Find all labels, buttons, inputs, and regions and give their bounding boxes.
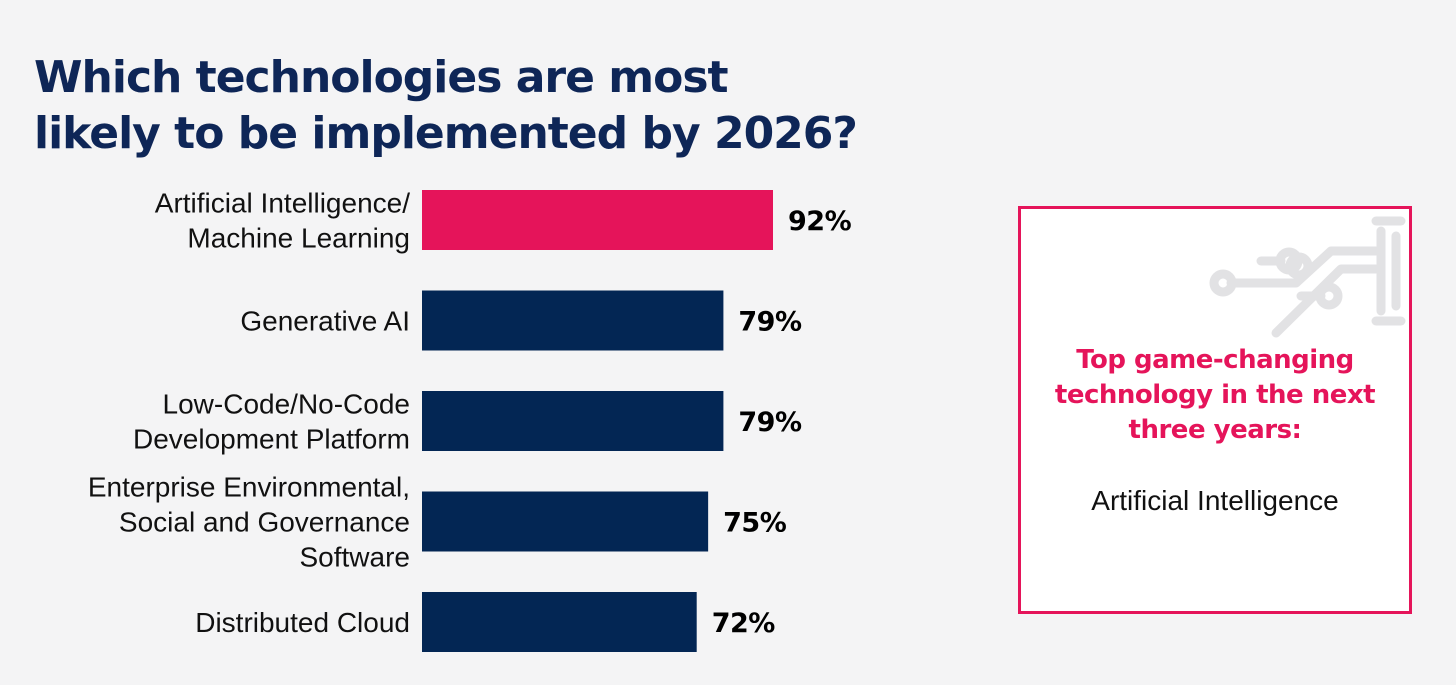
bar-2 (422, 391, 724, 451)
chart-title-line-1: Which technologies are most (34, 52, 729, 103)
chart-title: Which technologies are most likely to be… (34, 50, 934, 162)
value-label-1: 79% (738, 307, 802, 338)
category-label-2-line-0: Low-Code/No-Code (163, 389, 410, 420)
category-label-1-line-0: Generative AI (240, 306, 410, 337)
chart-title-line-2: likely to be implemented by 2026? (34, 108, 858, 159)
bar-0 (422, 190, 773, 250)
circuit-icon (1209, 216, 1406, 338)
callout-heading-line-2: technology in the next (1054, 380, 1376, 410)
category-label-3-line-2: Software (300, 542, 411, 573)
callout-value: Artificial Intelligence (1091, 485, 1339, 516)
value-label-3: 75% (723, 508, 787, 539)
category-label-0-line-1: Machine Learning (187, 223, 410, 254)
game-changer-callout: Top game-changing technology in the next… (1018, 206, 1412, 614)
callout-heading-line-1: Top game-changing (1076, 345, 1354, 375)
category-label-0-line-0: Artificial Intelligence/ (155, 188, 410, 219)
bar-chart: Artificial Intelligence/Machine Learning… (88, 188, 852, 652)
bar-3 (422, 491, 709, 552)
bar-1 (422, 290, 724, 351)
category-label-0: Artificial Intelligence/Machine Learning (155, 188, 410, 254)
value-label-4: 72% (712, 608, 776, 639)
value-label-0: 92% (788, 206, 852, 237)
callout-heading-line-3: three years: (1128, 415, 1302, 445)
category-label-3: Enterprise Environmental, Social and Gove… (88, 472, 410, 573)
value-label-2: 79% (738, 407, 802, 438)
category-label-4: Distributed Cloud (195, 607, 410, 638)
category-label-2: Low-Code/No-Code Development Platform (133, 389, 410, 455)
category-label-3-line-1: Social and Governance (119, 507, 410, 538)
bar-4 (422, 592, 697, 652)
category-label-3-line-0: Enterprise Environmental, (88, 472, 410, 503)
callout-heading: Top game-changing technology in the next… (1021, 343, 1409, 448)
category-label-2-line-1: Development Platform (133, 424, 410, 455)
category-label-1: Generative AI (240, 306, 410, 337)
category-label-4-line-0: Distributed Cloud (195, 607, 410, 638)
